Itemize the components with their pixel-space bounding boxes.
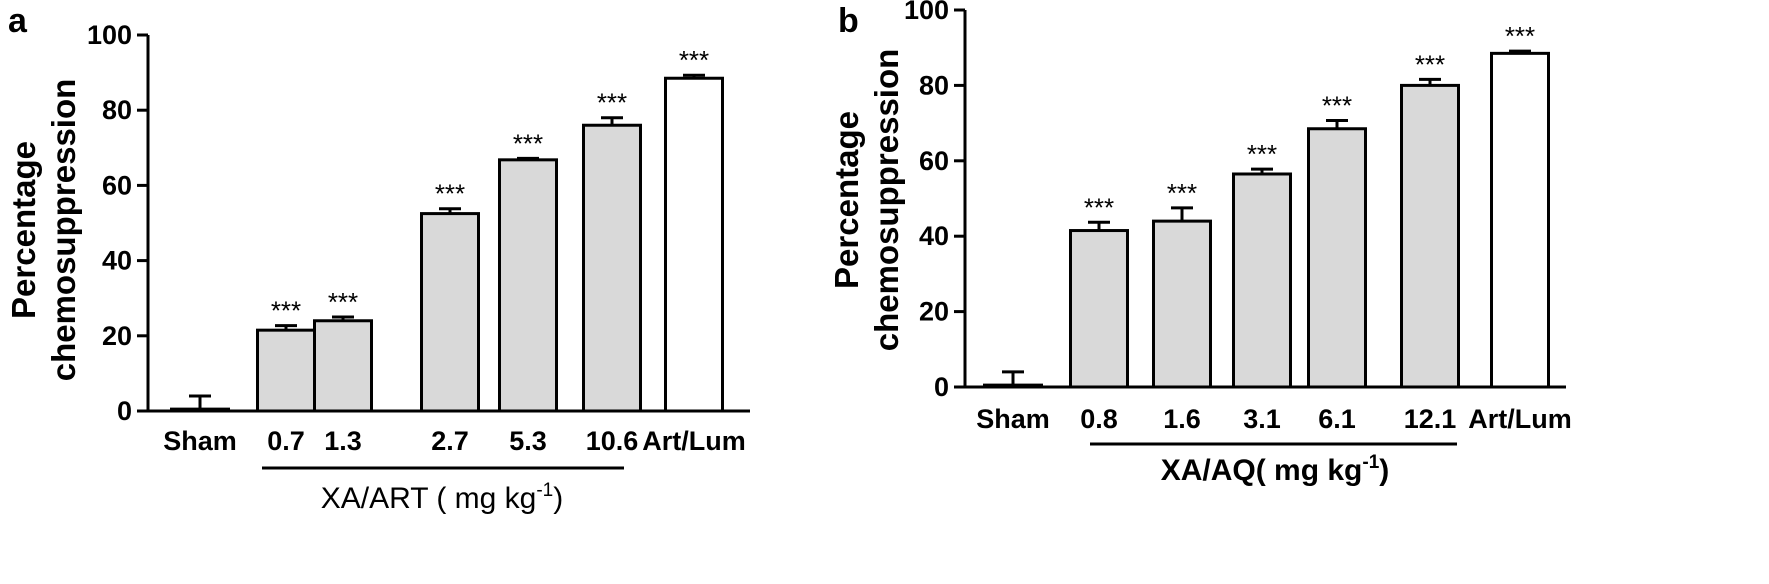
panel-b-category-label: 1.6: [1163, 404, 1201, 434]
panel-b-ylabel-line1: Percentage: [828, 111, 865, 289]
panel-a-letter: a: [8, 2, 28, 40]
panel-b-group-label: XA/AQ( mg kg-1): [1161, 452, 1390, 487]
panel-b-bar: [1069, 229, 1129, 389]
panel-a-category-label: 2.7: [431, 426, 469, 456]
panel-b-bar: [983, 383, 1043, 389]
panel-a-significance-label: ***: [271, 296, 301, 326]
panel-a-y-tick-label: 100: [87, 20, 132, 50]
panel-b-significance-label: ***: [1084, 192, 1114, 222]
panel-a-chart: a Percentage chemosuppression 0 20 40 60 80 1…: [5, 2, 750, 515]
panel-a-y-tick-label: 80: [102, 95, 132, 125]
panel-b-group-label-main: XA/AQ( mg kg: [1161, 454, 1363, 487]
panel-a-category-label: 1.3: [324, 426, 362, 456]
panel-b-y-tick-label: 80: [919, 70, 949, 100]
panel-b-significance-label: ***: [1415, 49, 1445, 79]
panel-b-y-tick-label: 0: [934, 372, 949, 402]
panel-a-bar: [498, 158, 558, 413]
panel-a-bar: [582, 123, 642, 413]
panel-a-y-tick-label: 60: [102, 170, 132, 200]
panel-b-bar: [1400, 83, 1460, 389]
panel-b-bars: Sham *** 0.8 *** 1.6 *** 3.1 *** 6.1 *** 12.1 *** Ar…: [976, 21, 1572, 434]
panel-b-y-tick-label: 60: [919, 146, 949, 176]
panel-a-group-label-main: XA/ART ( mg kg: [321, 482, 537, 515]
panel-a-bar: [420, 212, 480, 413]
panel-b-category-label: 0.8: [1080, 404, 1118, 434]
panel-a-category-label: Sham: [163, 426, 237, 456]
panel-b-letter: b: [838, 2, 859, 40]
panel-b-bar: [1152, 219, 1212, 389]
panel-b-category-label: 3.1: [1243, 404, 1281, 434]
panel-a-significance-label: ***: [679, 45, 709, 75]
panel-a-bars: Sham *** 0.7 *** 1.3 *** 2.7 *** 5.3 *** 10.6 *** Ar…: [163, 45, 746, 456]
panel-a-group-label-sup: -1: [536, 480, 553, 501]
panel-a-y-tick-label: 0: [117, 396, 132, 426]
panel-a-significance-label: ***: [597, 88, 627, 118]
panel-b-bar: [1307, 127, 1367, 389]
panel-a-bar: [256, 328, 316, 413]
panel-a-category-label: 0.7: [267, 426, 305, 456]
panel-b-group-label-end: ): [1379, 454, 1389, 487]
panel-a-y-tick-label: 20: [102, 321, 132, 351]
panel-b-chart: b Percentage chemosuppression 0 20 40 60 80 1…: [828, 0, 1572, 487]
panel-a-axes: 0 20 40 60 80 100: [87, 20, 750, 426]
panel-a-category-label: 5.3: [509, 426, 547, 456]
panel-a-bar: [313, 319, 373, 413]
panel-b-significance-label: ***: [1247, 139, 1277, 169]
panel-b-y-tick-label: 100: [904, 0, 949, 25]
panel-b-category-label: 6.1: [1318, 404, 1356, 434]
panel-b-group-label-sup: -1: [1362, 452, 1379, 473]
panel-b-category-label: 12.1: [1404, 404, 1457, 434]
panel-a-bar: [664, 76, 724, 413]
panel-b-bar: [1232, 172, 1292, 389]
panel-b-significance-label: ***: [1167, 178, 1197, 208]
panel-a-category-label: Art/Lum: [642, 426, 746, 456]
panel-a-category-label: 10.6: [586, 426, 639, 456]
panel-a-y-tick-label: 40: [102, 246, 132, 276]
panel-b-y-tick-label: 40: [919, 221, 949, 251]
panel-b-category-label: Art/Lum: [1468, 404, 1572, 434]
panel-a-ylabel-line2: chemosuppression: [45, 79, 82, 382]
panel-a-ylabel-line1: Percentage: [5, 141, 42, 319]
panel-b-significance-label: ***: [1322, 90, 1352, 120]
panel-a-significance-label: ***: [435, 179, 465, 209]
panel-a-significance-label: ***: [328, 287, 358, 317]
panel-b-y-tick-label: 20: [919, 297, 949, 327]
panel-a-group-label-end: ): [553, 482, 563, 515]
panel-b-category-label: Sham: [976, 404, 1050, 434]
panel-a-group-label: XA/ART ( mg kg-1): [321, 480, 564, 515]
panel-b-bar: [1490, 51, 1550, 389]
panel-a-bar: [170, 407, 230, 413]
panel-a-significance-label: ***: [513, 128, 543, 158]
panel-b-ylabel-line2: chemosuppression: [868, 49, 905, 352]
panel-b-significance-label: ***: [1505, 21, 1535, 51]
